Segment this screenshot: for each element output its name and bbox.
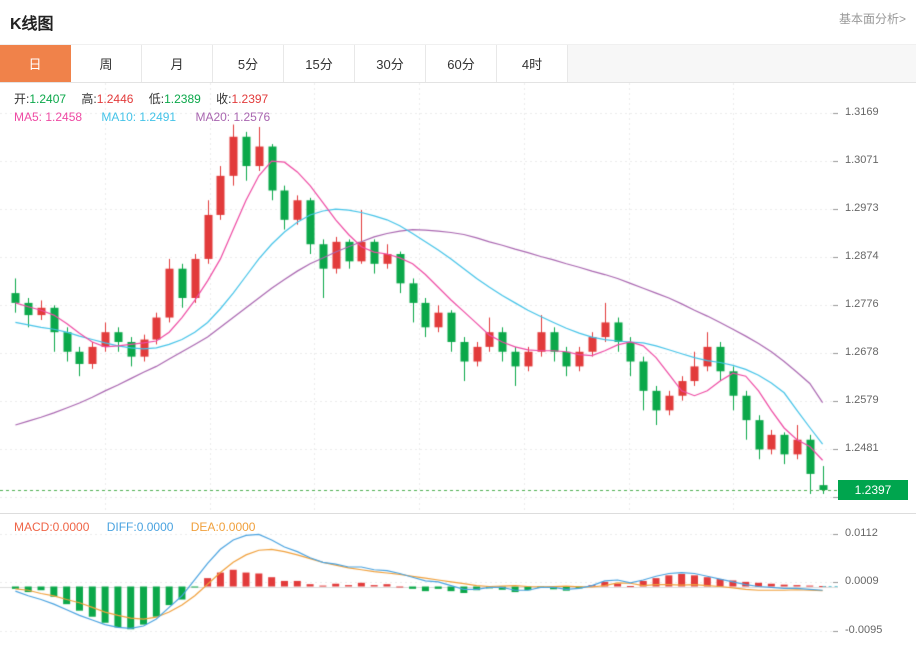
axis-label: -0.0095 [845, 623, 883, 636]
axis-label: 1.2973 [845, 201, 879, 214]
page-header: K线图 基本面分析> [0, 0, 916, 44]
axis-label: 1.2678 [845, 345, 879, 358]
tab-15min[interactable]: 15分 [284, 45, 355, 82]
main-chart-pane: 1.3169 1.3071 1.2973 1.2874 1.2776 1.2678 1.25… [0, 83, 916, 514]
axis-label: 0.0009 [845, 575, 879, 588]
ma5-legend: MA5: 1.2458 [14, 110, 83, 124]
open-label: 开: [14, 92, 30, 106]
tab-month[interactable]: 月 [142, 45, 213, 82]
tab-day[interactable]: 日 [0, 45, 71, 82]
axis-label: 1.2481 [845, 441, 879, 454]
axis-label: 1.2874 [845, 249, 879, 262]
high-value: 1.2446 [96, 92, 134, 106]
tab-5min[interactable]: 5分 [213, 45, 284, 82]
ma-legend: MA5: 1.2458 MA10: 1.2491 MA20: 1.2576 [14, 110, 270, 124]
dea-value-legend: DEA:0.0000 [190, 520, 256, 534]
tab-30min[interactable]: 30分 [355, 45, 426, 82]
ma10-legend: MA10: 1.2491 [101, 110, 177, 124]
axis-label: 1.2776 [845, 297, 879, 310]
close-value: 1.2397 [231, 92, 269, 106]
axis-label: 1.3071 [845, 153, 879, 166]
high-label: 高: [81, 92, 97, 106]
macd-chart-canvas[interactable] [0, 514, 838, 646]
axis-label: 1.3169 [845, 105, 879, 118]
low-label: 低: [148, 92, 165, 106]
open-value: 1.2407 [29, 92, 67, 106]
axis-label: 0.0112 [845, 527, 878, 540]
candlestick-chart-canvas[interactable] [0, 83, 838, 513]
tab-60min[interactable]: 60分 [426, 45, 497, 82]
tab-week[interactable]: 周 [71, 45, 142, 82]
page-title: K线图 [10, 16, 54, 33]
ohlc-legend: 开:1.2407 高:1.2446 低:1.2389 收:1.2397 [14, 90, 280, 107]
low-value: 1.2389 [164, 92, 201, 106]
axis-label: 1.2579 [845, 394, 879, 407]
current-price-badge: 1.2397 [838, 480, 908, 501]
macd-legend: MACD:0.0000 DIFF:0.0000 DEA:0.0000 [14, 520, 255, 534]
ma20-legend: MA20: 1.2576 [195, 110, 271, 124]
close-label: 收: [216, 92, 232, 106]
tab-4hour[interactable]: 4时 [497, 45, 568, 82]
macd-pane: 0.0112 0.0009 -0.0095 MACD:0.0000 DIFF:0.0… [0, 514, 916, 646]
fundamental-analysis-link[interactable]: 基本面分析> [838, 12, 906, 26]
diff-value-legend: DIFF:0.0000 [106, 520, 174, 534]
interval-tabs: 日周月 5分 15分 30分 60分 4时 [0, 44, 916, 83]
macd-value-legend: MACD:0.0000 [14, 520, 90, 534]
